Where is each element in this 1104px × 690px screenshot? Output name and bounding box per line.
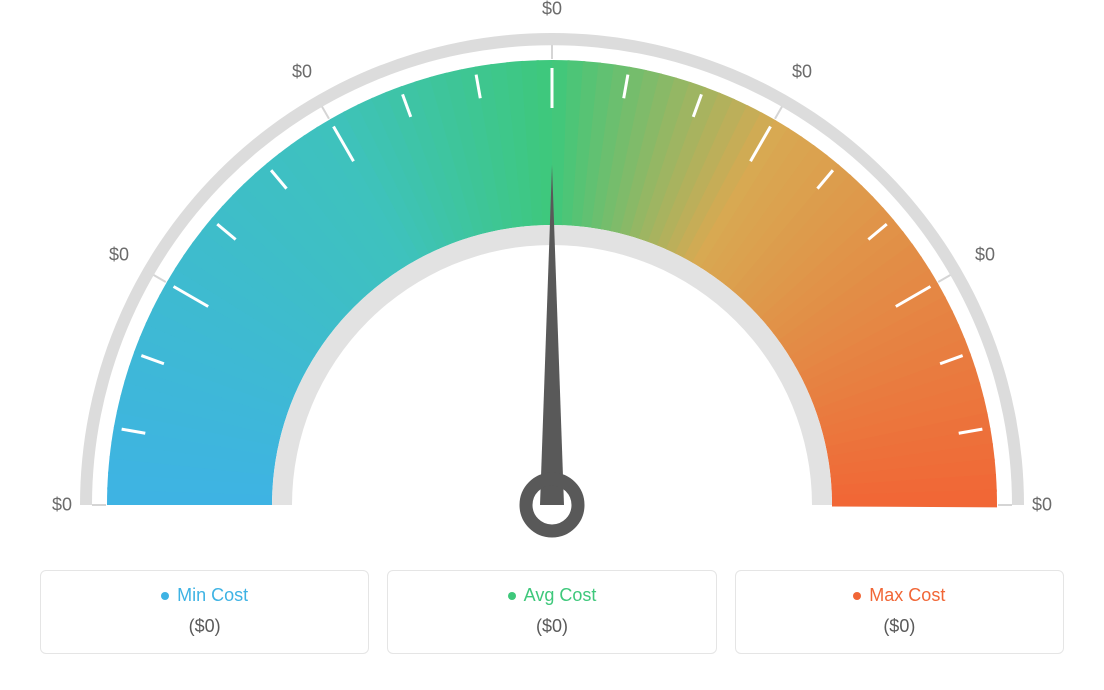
legend-label-min: Min Cost xyxy=(177,585,248,606)
gauge-tick-label: $0 xyxy=(292,61,312,82)
legend-value-min: ($0) xyxy=(63,616,346,637)
legend-card-avg: Avg Cost ($0) xyxy=(387,570,716,654)
legend-title-max: Max Cost xyxy=(853,585,945,606)
legend-dot-max xyxy=(853,592,861,600)
gauge-tick-label: $0 xyxy=(109,245,129,266)
gauge-svg xyxy=(0,0,1104,560)
gauge-tick-label: $0 xyxy=(542,0,562,20)
gauge-tick-label: $0 xyxy=(1032,495,1052,516)
legend-value-avg: ($0) xyxy=(410,616,693,637)
legend-label-max: Max Cost xyxy=(869,585,945,606)
legend-title-avg: Avg Cost xyxy=(508,585,597,606)
legend-card-max: Max Cost ($0) xyxy=(735,570,1064,654)
legend-title-min: Min Cost xyxy=(161,585,248,606)
gauge-chart: $0 $0 $0 $0 $0 $0 $0 xyxy=(0,0,1104,560)
legend-row: Min Cost ($0) Avg Cost ($0) Max Cost ($0… xyxy=(0,570,1104,654)
gauge-tick-label: $0 xyxy=(52,495,72,516)
legend-dot-avg xyxy=(508,592,516,600)
legend-value-max: ($0) xyxy=(758,616,1041,637)
gauge-tick-label: $0 xyxy=(975,245,995,266)
gauge-tick-label: $0 xyxy=(792,61,812,82)
legend-card-min: Min Cost ($0) xyxy=(40,570,369,654)
legend-label-avg: Avg Cost xyxy=(524,585,597,606)
legend-dot-min xyxy=(161,592,169,600)
